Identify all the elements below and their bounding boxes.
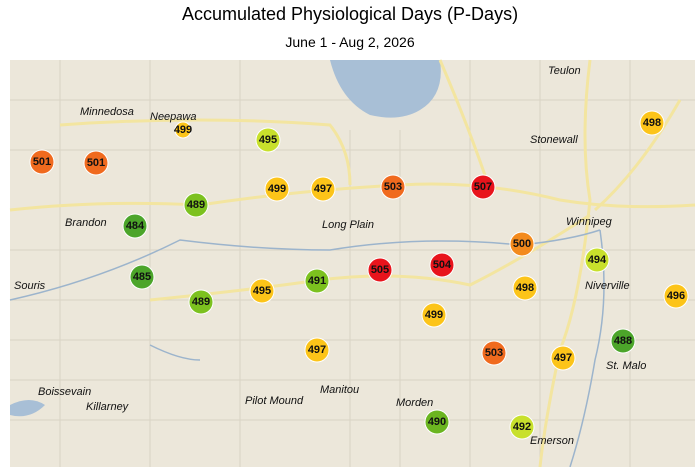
station-marker	[264, 176, 290, 202]
station-marker	[509, 414, 535, 440]
station-marker	[610, 328, 636, 354]
station-marker	[509, 231, 535, 257]
station-value: 497	[554, 352, 572, 364]
station-marker	[550, 345, 576, 371]
town-label: Pilot Mound	[245, 395, 304, 407]
station-marker	[310, 176, 336, 202]
town-label: Morden	[396, 397, 433, 409]
town-label: Winnipeg	[566, 216, 613, 228]
station-value: 485	[133, 271, 151, 283]
station-value: 491	[308, 275, 326, 287]
town-label: Souris	[14, 280, 46, 292]
station-marker	[255, 127, 281, 153]
station-value: 489	[187, 199, 205, 211]
town-label: Niverville	[585, 280, 630, 292]
station-value: 495	[259, 134, 277, 146]
towns: Teulon Minnedosa Neepawa Stonewall Brandon Lo…	[14, 65, 646, 447]
station-value: 488	[614, 335, 632, 347]
town-label: Stonewall	[530, 134, 578, 146]
town-label: Minnedosa	[80, 106, 134, 118]
station-marker	[122, 213, 148, 239]
station-marker	[481, 340, 507, 366]
station-marker	[129, 264, 155, 290]
station-marker	[83, 150, 109, 176]
station-value: 492	[513, 421, 531, 433]
station-value: 489	[192, 296, 210, 308]
station-value: 503	[485, 347, 503, 359]
station-value: 504	[433, 259, 452, 271]
town-label: Neepawa	[150, 111, 196, 123]
station-value: 490	[428, 416, 446, 428]
town-label: Boissevain	[38, 386, 91, 398]
station-value: 500	[513, 238, 531, 250]
station-marker	[663, 283, 689, 309]
station-marker	[304, 337, 330, 363]
station-value: 503	[384, 181, 402, 193]
station-value: 499	[268, 183, 286, 195]
station-marker	[639, 110, 665, 136]
town-label: Killarney	[86, 401, 130, 413]
station-value: 507	[474, 181, 492, 193]
station-value: 498	[643, 117, 661, 129]
station-marker	[584, 247, 610, 273]
station-marker	[188, 289, 214, 315]
station-marker	[424, 409, 450, 435]
station-value: 497	[314, 183, 332, 195]
station-marker	[512, 275, 538, 301]
town-label: Manitou	[320, 384, 359, 396]
station-value: 501	[87, 157, 105, 169]
station-value: 505	[371, 264, 389, 276]
stations: 501 501 499 495 499 497 503 507 498 489 484 500 494 5…	[29, 110, 689, 440]
station-marker	[249, 278, 275, 304]
station-value: 494	[588, 254, 607, 266]
station-value: 495	[253, 285, 271, 297]
town-label: Teulon	[548, 65, 581, 77]
station-marker	[380, 174, 406, 200]
station-marker	[174, 121, 192, 139]
subtitle: June 1 - Aug 2, 2026	[285, 34, 414, 50]
title: Accumulated Physiological Days (P-Days)	[182, 4, 518, 24]
station-value: 496	[667, 290, 685, 302]
station-value: 499	[425, 309, 443, 321]
station-value: 499	[174, 124, 192, 136]
town-label: St. Malo	[606, 360, 646, 372]
station-marker	[429, 252, 455, 278]
station-marker	[183, 192, 209, 218]
station-value: 501	[33, 156, 51, 168]
station-value: 497	[308, 344, 326, 356]
town-label: Brandon	[65, 217, 107, 229]
station-value: 498	[516, 282, 534, 294]
town-label: Emerson	[530, 435, 574, 447]
station-marker	[367, 257, 393, 283]
town-label: Long Plain	[322, 219, 374, 231]
station-marker	[304, 268, 330, 294]
station-marker	[29, 149, 55, 175]
station-value: 484	[126, 220, 145, 232]
station-marker	[421, 302, 447, 328]
station-marker	[470, 174, 496, 200]
